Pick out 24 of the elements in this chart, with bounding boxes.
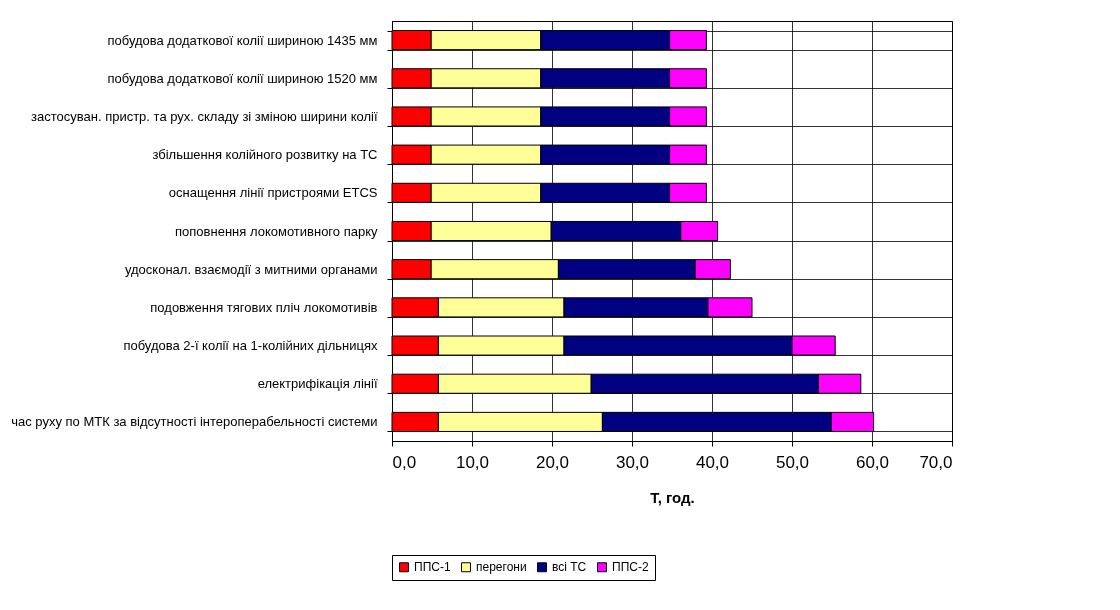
x-tick-label: 40,0 [695, 452, 730, 472]
legend-label: ППС-1 [414, 560, 451, 575]
y-tick-label: побудова додаткової колії шириною 1520 мм [107, 70, 378, 86]
y-tick-label: час руху по МТК за відсутності інтероперабельності системи [11, 414, 378, 430]
x-axis-title: T, год. [650, 488, 695, 506]
legend-label: перегони [476, 560, 527, 575]
x-tick-label: 30,0 [615, 452, 650, 472]
x-tick-label: 10,0 [455, 452, 490, 472]
y-tick-label: застосуван. пристр. та рух. складу зі зміною ширини колії [31, 108, 378, 124]
y-tick-label: подовження тягових пліч локомотивів [150, 299, 378, 315]
y-tick-label: поповнення локомотивного парку [175, 223, 378, 239]
y-tick-label: побудова 2-ї колії на 1-колійних дільницях [123, 338, 378, 354]
x-tick-label: 50,0 [775, 452, 810, 472]
legend-label: ППС-2 [612, 560, 649, 575]
y-tick-label: збільшення колійного розвитку на ТС [152, 147, 378, 163]
x-tick-label: 70,0 [919, 452, 953, 472]
legend-label: всі ТС [552, 560, 587, 575]
x-tick-label: 60,0 [855, 452, 890, 472]
x-tick-label: 20,0 [535, 452, 570, 472]
x-tick-label: 0,0 [392, 452, 417, 472]
y-tick-label: побудова додаткової колії шириною 1435 мм [107, 32, 378, 48]
y-tick-label: електрифікація лінії [257, 376, 378, 392]
y-tick-label: оснащення лінії пристроями ETCS [168, 185, 378, 201]
y-tick-label: удосконал. взаємодії з митними органами [124, 261, 378, 277]
